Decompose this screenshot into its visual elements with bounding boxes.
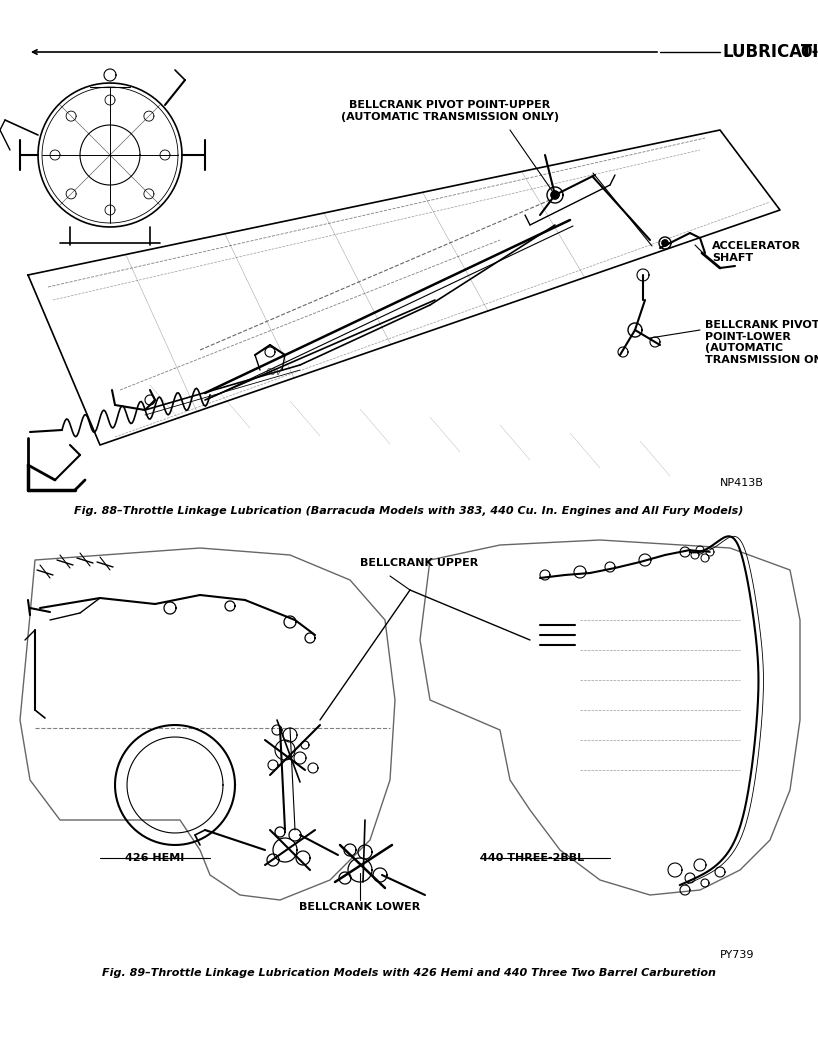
Text: Fig. 89–Throttle Linkage Lubrication Models with 426 Hemi and 440 Three Two Barr: Fig. 89–Throttle Linkage Lubrication Mod…	[102, 968, 716, 978]
Text: 0-33: 0-33	[800, 43, 818, 61]
Text: NP413B: NP413B	[720, 478, 764, 488]
Text: BELLCRANK PIVOT
POINT-LOWER
(AUTOMATIC
TRANSMISSION ONLY): BELLCRANK PIVOT POINT-LOWER (AUTOMATIC T…	[705, 320, 818, 365]
Text: 426 HEMI: 426 HEMI	[125, 853, 185, 863]
Text: BELLCRANK PIVOT POINT-UPPER
(AUTOMATIC TRANSMISSION ONLY): BELLCRANK PIVOT POINT-UPPER (AUTOMATIC T…	[341, 100, 559, 122]
Text: BELLCRANK LOWER: BELLCRANK LOWER	[299, 902, 420, 912]
Text: 60V: 60V	[265, 368, 281, 377]
Text: 440 THREE-2BBL: 440 THREE-2BBL	[480, 853, 584, 863]
Text: BELLCRANK UPPER: BELLCRANK UPPER	[360, 558, 479, 568]
Text: LUBRICATION: LUBRICATION	[722, 43, 818, 61]
Polygon shape	[662, 239, 668, 246]
Text: Fig. 88–Throttle Linkage Lubrication (Barracuda Models with 383, 440 Cu. In. Eng: Fig. 88–Throttle Linkage Lubrication (Ba…	[74, 506, 744, 516]
Polygon shape	[551, 191, 559, 199]
Text: ACCELERATOR
SHAFT: ACCELERATOR SHAFT	[712, 242, 801, 263]
Text: PY739: PY739	[720, 950, 754, 960]
